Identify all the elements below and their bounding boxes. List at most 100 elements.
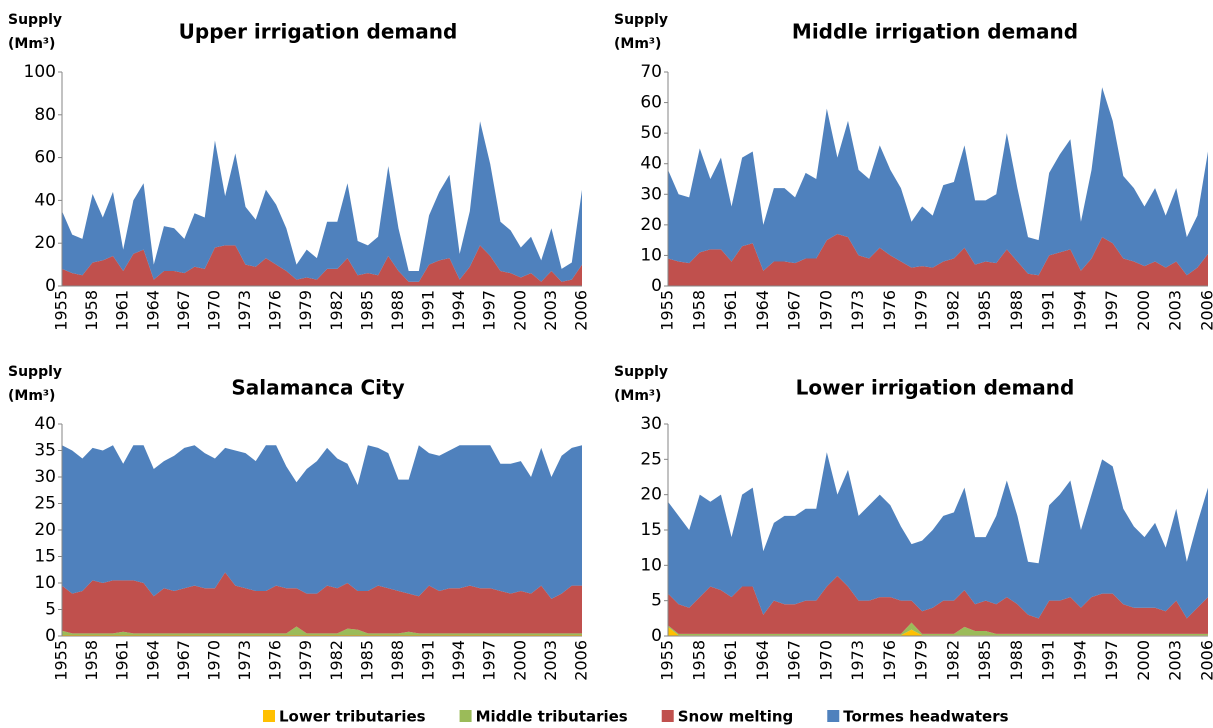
y-tick-label: 35 [34,441,56,461]
x-tick-label: 1982 [943,640,962,681]
x-tick-label: 2006 [1198,290,1213,331]
y-tick-label: 15 [34,547,56,567]
x-tick-label: 2003 [541,290,560,331]
y-tick-label: 100 [24,62,56,82]
y-tick-label: 20 [640,215,662,235]
chart-title: Salamanca City [231,376,404,400]
x-tick-label: 1964 [753,640,772,681]
area [668,234,1208,286]
chart-title: Middle irrigation demand [792,20,1078,44]
y-tick-label: 30 [640,414,662,434]
x-tick-label: 1991 [419,290,438,331]
x-tick-label: 2006 [572,640,591,681]
x-tick-label: 1988 [388,640,407,681]
y-tick-label: 30 [34,467,56,487]
legend-label: Tormes headwaters [843,708,1008,726]
legend-label: Snow melting [678,708,794,726]
y-tick-label: 0 [651,626,662,646]
x-tick-label: 1970 [204,290,223,331]
x-tick-label: 1955 [52,290,71,331]
x-tick-label: 1967 [174,640,193,681]
x-tick-label: 2000 [1134,290,1153,331]
area [62,626,582,635]
area [668,622,1208,636]
x-tick-label: 1964 [143,640,162,681]
area [668,452,1208,619]
legend-swatch [459,710,472,722]
x-tick-label: 1958 [82,290,101,331]
x-tick-label: 1997 [480,290,499,331]
y-tick-label: 5 [651,591,662,611]
x-tick-label: 1955 [52,640,71,681]
x-tick-label: 1958 [82,640,101,681]
y-tick-label: 0 [45,276,56,296]
x-tick-label: 1970 [204,640,223,681]
x-tick-label: 1982 [327,640,346,681]
x-tick-label: 1961 [721,290,740,331]
x-tick-label: 1985 [975,290,994,331]
y-tick-label: 50 [640,123,662,143]
x-tick-label: 1967 [785,290,804,331]
y-tick-label: 10 [640,245,662,265]
x-tick-label: 1982 [327,290,346,331]
x-tick-label: 1994 [449,640,468,681]
x-tick-label: 1961 [113,640,132,681]
x-tick-label: 2006 [572,290,591,331]
area [62,245,582,286]
x-tick-label: 1958 [689,290,708,331]
x-tick-label: 1973 [235,640,254,681]
y-tick-label: 60 [640,93,662,113]
x-tick-label: 1994 [1070,640,1089,681]
area [668,575,1208,634]
x-tick-label: 1985 [975,640,994,681]
y-tick-label: 70 [640,62,662,82]
x-tick-label: 1973 [848,290,867,331]
y-tick-label: 0 [651,276,662,296]
y-tick-label: 80 [34,105,56,125]
y-tick-label: 40 [34,190,56,210]
y-axis-label: (Mm³) [8,388,55,404]
y-tick-label: 10 [34,573,56,593]
x-tick-label: 1988 [1007,640,1026,681]
y-tick-label: 20 [34,233,56,253]
x-tick-label: 1961 [113,290,132,331]
x-tick-label: 1985 [357,640,376,681]
x-tick-label: 1994 [1070,290,1089,331]
x-tick-label: 2000 [510,640,529,681]
x-tick-label: 2003 [1166,290,1185,331]
x-tick-label: 1994 [449,290,468,331]
x-tick-label: 1991 [419,640,438,681]
chart-title: Upper irrigation demand [179,20,458,44]
y-tick-label: 40 [640,154,662,174]
x-tick-label: 1967 [174,290,193,331]
y-tick-label: 40 [34,414,56,434]
y-tick-label: 20 [34,520,56,540]
x-tick-label: 1991 [1039,290,1058,331]
x-tick-label: 1964 [143,290,162,331]
y-tick-label: 15 [640,520,662,540]
y-tick-label: 10 [640,555,662,575]
y-axis-label: Supply [8,364,62,380]
x-tick-label: 1997 [1102,640,1121,681]
legend-swatch [263,710,275,722]
y-axis-label: Supply [614,12,668,28]
legend-swatch [661,710,674,722]
chart-title: Lower irrigation demand [796,376,1075,400]
x-tick-label: 1955 [658,290,677,331]
x-tick-label: 1979 [296,290,315,331]
x-tick-label: 1964 [753,290,772,331]
legend-label: Lower tributaries [279,708,426,726]
x-tick-label: 1988 [388,290,407,331]
y-axis-label: Supply [8,12,62,28]
x-tick-label: 1970 [816,290,835,331]
legend-swatch [827,710,840,722]
y-tick-label: 0 [45,626,56,646]
x-tick-label: 2003 [1166,640,1185,681]
y-axis-label: (Mm³) [8,36,55,52]
x-tick-label: 1988 [1007,290,1026,331]
area [62,572,582,634]
x-tick-label: 1973 [848,640,867,681]
x-tick-label: 1979 [912,290,931,331]
x-tick-label: 1955 [658,640,677,681]
